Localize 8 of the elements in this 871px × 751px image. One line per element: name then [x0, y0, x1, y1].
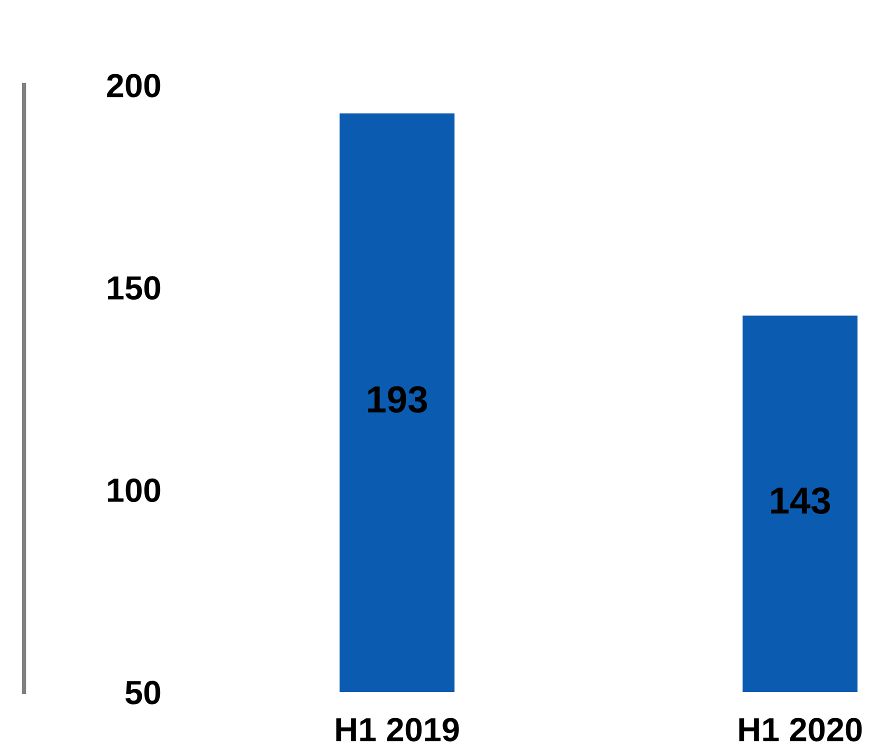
data-label: 143: [771, 487, 830, 514]
x-tick-label: H1 2019: [336, 718, 459, 742]
y-tick-label: 150: [108, 276, 160, 300]
y-tick-label: 200: [107, 74, 160, 98]
x-tick-label: H1 2020: [739, 718, 862, 742]
y-tick-label: 50: [125, 680, 160, 704]
data-label: 193: [368, 386, 427, 413]
y-tick-label: 100: [108, 478, 160, 502]
